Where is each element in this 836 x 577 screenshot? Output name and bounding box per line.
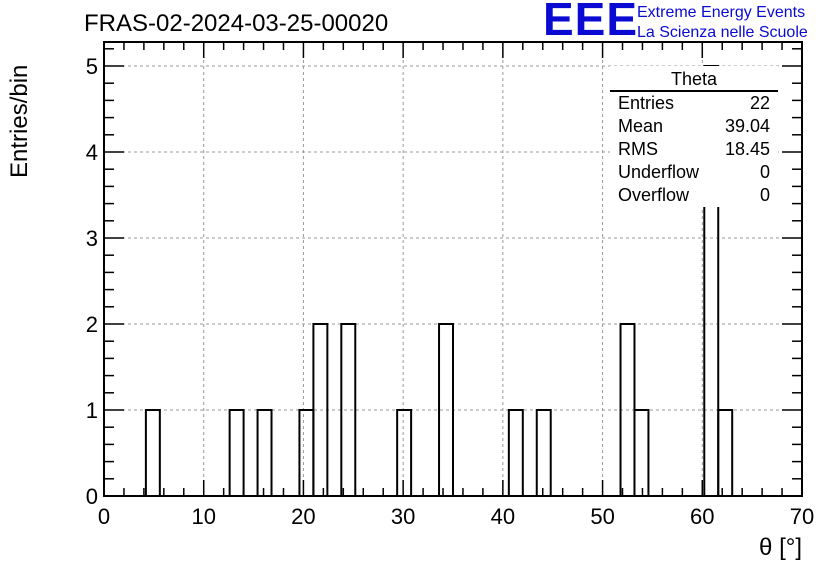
x-tick-label: 50 bbox=[590, 504, 614, 529]
stats-value: 0 bbox=[759, 185, 770, 205]
histogram-bin bbox=[717, 409, 734, 497]
y-tick-label: 3 bbox=[86, 226, 98, 251]
stats-value: 22 bbox=[749, 93, 770, 113]
histogram-bin bbox=[256, 409, 273, 497]
x-tick-label: 40 bbox=[491, 504, 515, 529]
y-axis-label: Entries/bin bbox=[6, 64, 33, 178]
histogram-bin bbox=[144, 409, 161, 497]
y-tick-label: 5 bbox=[86, 54, 98, 79]
y-tick-label: 1 bbox=[86, 398, 98, 423]
logo-subtitle-line1: Extreme Energy Events bbox=[637, 4, 806, 21]
stats-label: Mean bbox=[618, 116, 664, 136]
eee-logo: EEE bbox=[543, 0, 639, 45]
histogram-bin bbox=[633, 409, 650, 497]
histogram-series bbox=[144, 65, 734, 497]
x-tick-label: 60 bbox=[690, 504, 714, 529]
histogram-bin bbox=[507, 409, 524, 497]
axes bbox=[103, 41, 803, 497]
y-tick-label: 2 bbox=[86, 312, 98, 337]
stats-title: Theta bbox=[610, 66, 778, 92]
stats-label: Underflow bbox=[618, 162, 700, 182]
histogram-bin bbox=[228, 409, 245, 497]
x-tick-label: 10 bbox=[191, 504, 215, 529]
x-axis-label: θ [°] bbox=[759, 534, 802, 561]
y-tick-label: 0 bbox=[86, 484, 98, 509]
histogram-bin bbox=[298, 409, 315, 497]
stats-row: Underflow 0 bbox=[610, 161, 778, 184]
stats-label: RMS bbox=[618, 139, 658, 159]
stats-row: Entries 22 bbox=[610, 92, 778, 115]
x-tick-label: 70 bbox=[790, 504, 814, 529]
x-tick-label: 20 bbox=[291, 504, 315, 529]
histogram-bin bbox=[535, 409, 552, 497]
histogram-bin bbox=[396, 409, 413, 497]
stats-row: RMS 18.45 bbox=[610, 138, 778, 161]
logo-subtitle-line2: La Scienza nelle Scuole bbox=[637, 24, 808, 41]
x-tick-label: 0 bbox=[98, 504, 110, 529]
chart-title: FRAS-02-2024-03-25-00020 bbox=[84, 10, 389, 37]
stats-value: 18.45 bbox=[724, 139, 770, 159]
tick-labels: 0 10 20 30 40 50 60 70 0 1 2 3 4 5 bbox=[86, 54, 814, 529]
stats-label: Entries bbox=[618, 93, 675, 113]
y-tick-label: 4 bbox=[86, 140, 98, 165]
stats-row: Mean 39.04 bbox=[610, 115, 778, 138]
stats-row: Overflow 0 bbox=[610, 184, 778, 207]
stats-value: 0 bbox=[759, 162, 770, 182]
histogram-bin bbox=[340, 323, 357, 497]
plot-frame bbox=[103, 41, 803, 497]
x-tick-label: 30 bbox=[391, 504, 415, 529]
stats-box: Theta Entries 22 Mean 39.04 RMS 18.45 Un… bbox=[610, 66, 778, 207]
stats-value: 39.04 bbox=[724, 116, 770, 136]
stats-label: Overflow bbox=[618, 185, 690, 205]
